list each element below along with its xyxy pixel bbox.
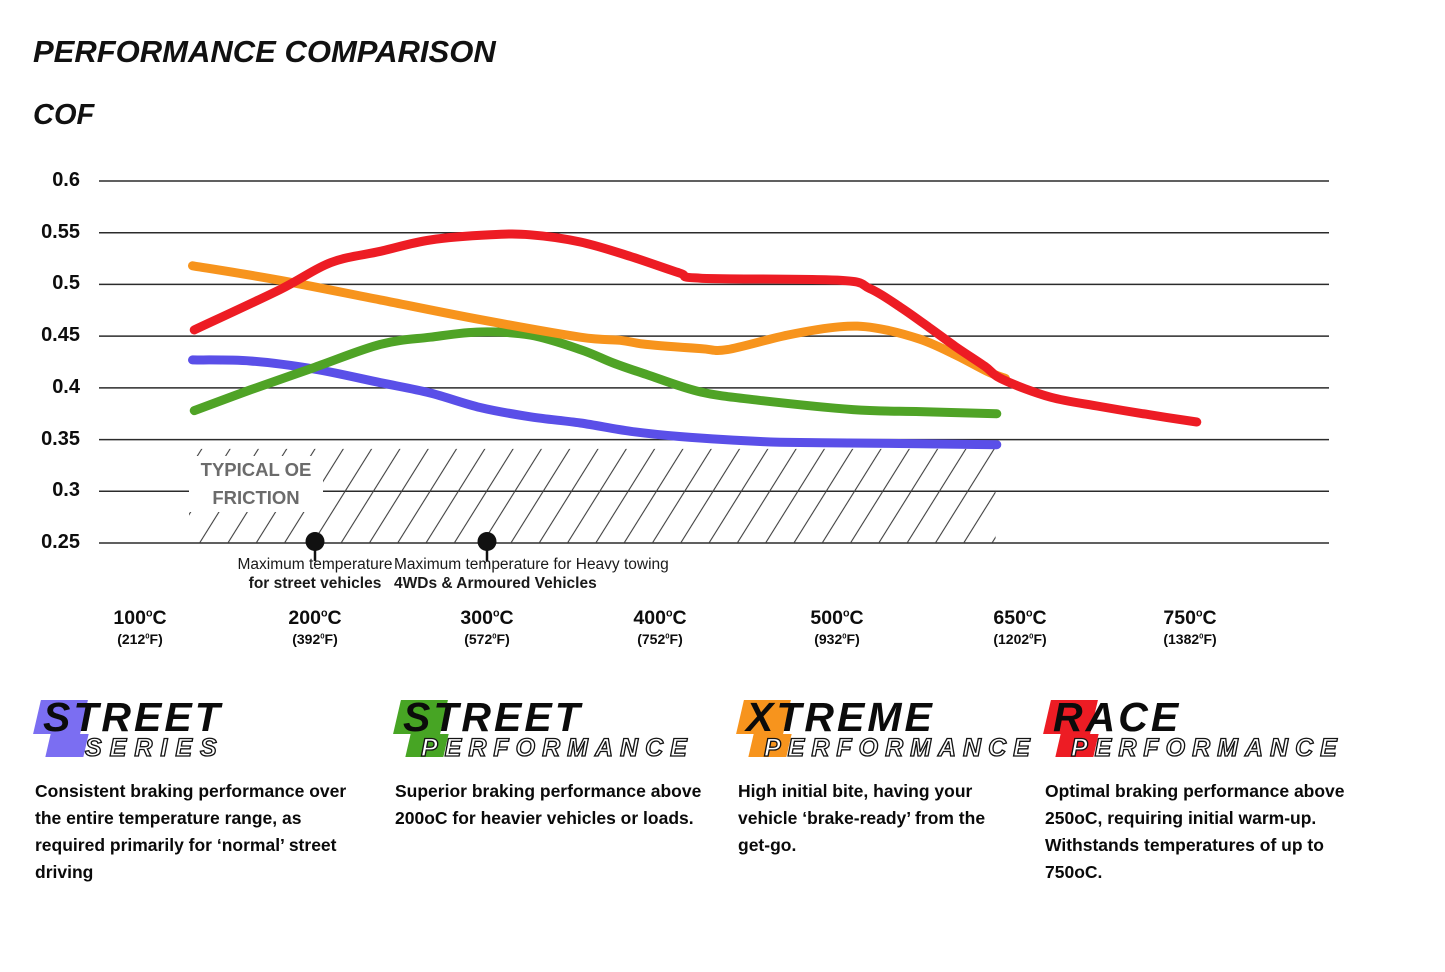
series-line-street-performance [189,327,1002,419]
annotation-line: 4WDs & Armoured Vehicles [394,574,597,592]
legend-street-series: STREET SERIES Consistent braking perform… [33,694,370,886]
logo-word2: SERIES [84,733,225,762]
page-title: PERFORMANCE COMPARISON [33,34,496,69]
x-tick-fahrenheit: (9320F) [814,631,860,647]
legend-street-performance: STREET PERFORMANCE Superior braking perf… [393,694,727,832]
xtreme-performance-logo: XTREME PERFORMANCE [736,694,1031,764]
y-tick-label: 0.6 [52,168,80,191]
annotation-line: Maximum temperature [237,556,393,573]
y-tick-label: 0.55 [41,220,80,243]
y-tick-label: 0.45 [41,324,80,347]
logo-word1: XTREME [746,694,935,740]
legend-xtreme-performance: XTREME PERFORMANCE High initial bite, ha… [736,694,1031,859]
oe-label-line2: FRICTION [212,487,300,508]
logo-word1: RACE [1053,694,1182,740]
logo-word2: PERFORMANCE [1070,733,1344,762]
x-tick-celsius: 200oC [288,607,342,629]
x-tick-celsius: 500oC [810,607,864,629]
xtreme-performance-description: High initial bite, having your vehicle ‘… [738,781,986,855]
max-temp-towing-annotation: Maximum temperature for Heavy towing 4WD… [394,556,734,593]
y-tick-label: 0.3 [52,479,80,502]
x-tick-label: 750oC (13820F) [1102,607,1278,647]
y-axis-title: COF [33,99,95,131]
x-tick-label: 650oC (12020F) [932,607,1108,647]
oe-label-line1: TYPICAL OE [200,459,312,480]
series-line-race-performance [189,229,1202,427]
street-performance-logo: STREET PERFORMANCE [393,694,727,764]
x-tick-label: 300oC (5720F) [399,607,575,647]
street-performance-description: Superior braking performance above 200oC… [395,781,702,828]
max-temp-marker [305,532,325,551]
max-temp-marker [477,532,497,551]
x-tick-fahrenheit: (2120F) [117,631,163,647]
x-tick-label: 400oC (7520F) [572,607,748,647]
x-tick-label: 200oC (3920F) [227,607,403,647]
race-performance-description: Optimal braking performance above 250oC,… [1045,781,1345,882]
x-tick-fahrenheit: (7520F) [637,631,683,647]
legend-race-performance: RACE PERFORMANCE Optimal braking perform… [1043,694,1370,886]
x-tick-label: 500oC (9320F) [749,607,925,647]
y-tick-label: 0.5 [52,272,80,295]
x-tick-label: 100oC (2120F) [52,607,228,647]
street-series-logo: STREET SERIES [33,694,370,764]
annotation-line: for street vehicles [248,574,382,592]
street-series-description: Consistent braking performance over the … [35,781,347,882]
y-tick-label: 0.4 [52,375,80,398]
x-tick-celsius: 300oC [460,607,514,629]
x-tick-celsius: 650oC [993,607,1047,629]
typical-oe-friction-zone [189,448,996,543]
series-line-xtreme-performance [188,261,1010,383]
annotation-line: Maximum temperature for Heavy towing [394,556,669,573]
typical-oe-friction-label: TYPICAL OE FRICTION [189,456,323,512]
x-tick-celsius: 400oC [633,607,687,629]
logo-word1: STREET [43,694,223,740]
y-tick-label: 0.35 [41,427,80,450]
series-line-street-series [188,355,1002,450]
logo-word1: STREET [403,694,583,740]
y-tick-label: 0.25 [41,531,80,553]
x-tick-fahrenheit: (5720F) [464,631,510,647]
x-tick-celsius: 750oC [1163,607,1217,629]
x-tick-fahrenheit: (13820F) [1163,631,1217,647]
race-performance-logo: RACE PERFORMANCE [1043,694,1370,764]
x-tick-fahrenheit: (12020F) [993,631,1047,647]
x-tick-fahrenheit: (3920F) [292,631,338,647]
x-tick-celsius: 100oC [113,607,167,629]
logo-word2: PERFORMANCE [420,733,694,762]
logo-word2: PERFORMANCE [763,733,1037,762]
max-temp-street-annotation: Maximum temperature for street vehicles [165,556,465,593]
